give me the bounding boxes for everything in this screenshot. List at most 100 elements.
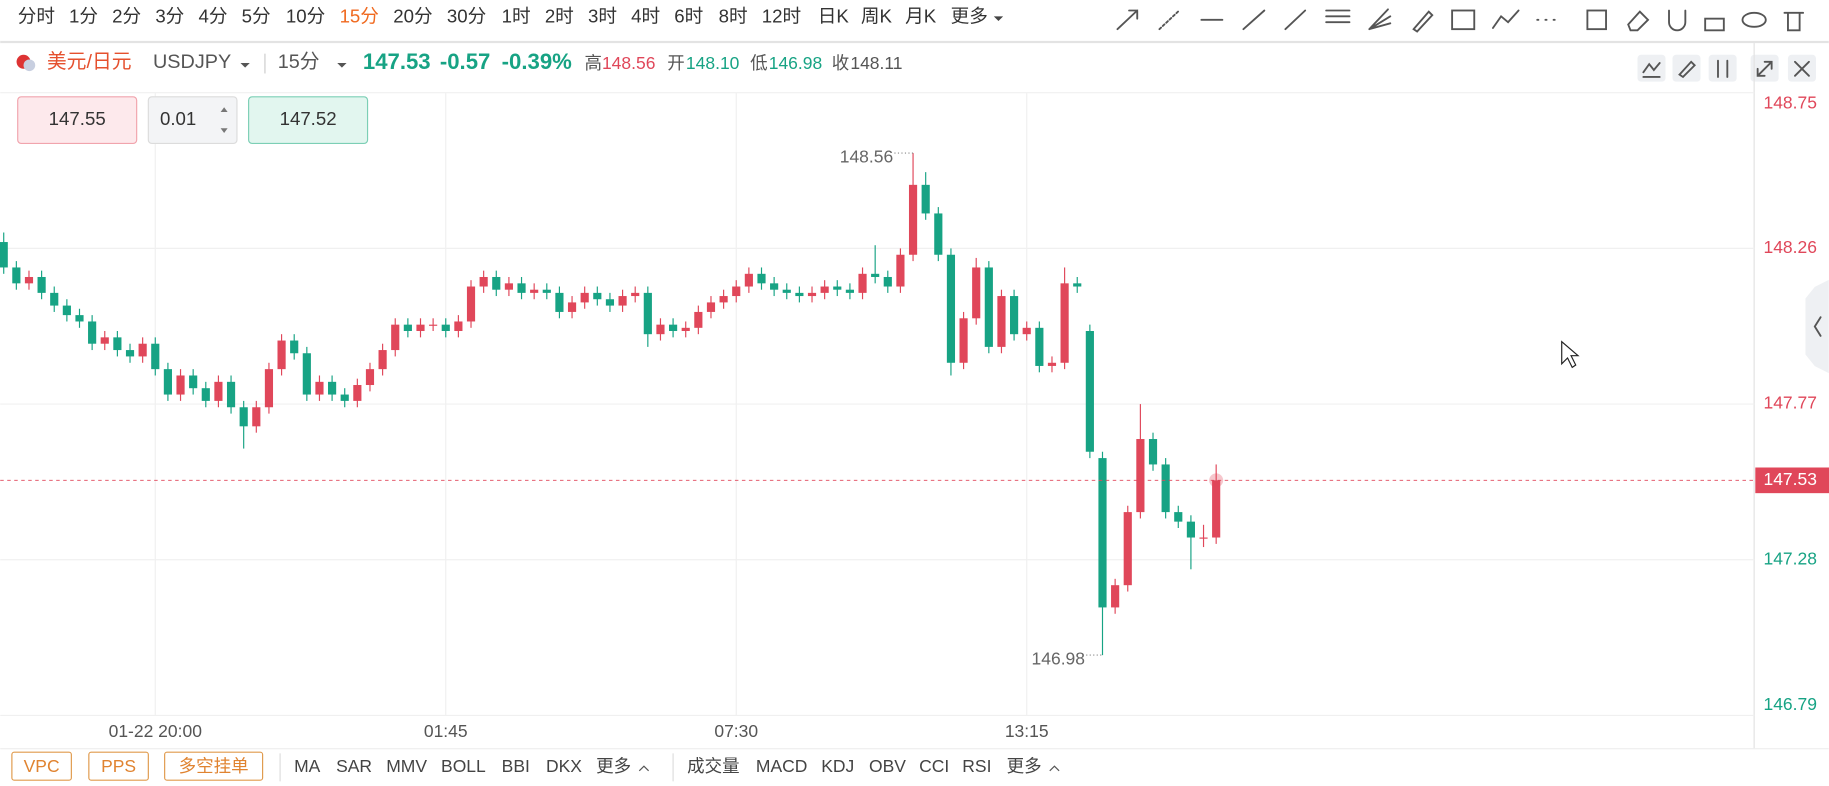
tool-image[interactable] [1451,9,1476,31]
candle-body [252,407,261,427]
timeframe[interactable]: 20分 [393,5,432,26]
sub-indicator[interactable]: RSI [962,756,991,776]
tool-channel[interactable] [1284,9,1307,31]
candle-body [631,292,640,297]
timeframe[interactable]: 15分 [340,5,379,26]
tool-eraser[interactable] [1627,10,1650,32]
candle-body [163,369,172,395]
timeframe[interactable]: 1分 [69,5,98,26]
bid-button[interactable] [248,96,369,145]
icon [1678,60,1696,79]
timeframe[interactable]: 3时 [588,5,617,26]
symbol-code[interactable]: USDJPY [153,51,231,73]
tool-lock[interactable] [1704,17,1725,32]
candle-body [896,254,905,287]
bid-price[interactable]: 147.52 [280,108,337,129]
side-panel-tab[interactable] [1805,279,1829,374]
ask-button[interactable] [17,96,138,145]
candle-body [555,292,564,312]
icon [1717,59,1729,78]
main-indicator[interactable]: BOLL [441,756,486,776]
tool-magnet[interactable] [1668,9,1687,32]
timeframe[interactable]: 6时 [674,5,703,26]
candle-body [1123,512,1132,586]
candle-body [226,381,236,408]
overlay-label[interactable]: VPC [24,756,60,776]
timeframe[interactable]: 30分 [447,5,486,26]
timeframe[interactable]: 2分 [112,5,141,26]
sub-indicator[interactable]: CCI [919,756,949,776]
candle-body [719,296,728,303]
tool-ray[interactable] [1158,9,1181,31]
timeframe[interactable]: 更多 [951,5,988,26]
timeframe[interactable]: 日K [818,5,850,26]
tool-note[interactable] [1586,9,1607,31]
candle-body [75,315,84,322]
candle-body [151,343,160,370]
candle-body [744,273,753,287]
candle-body [0,242,8,268]
main-indicator[interactable]: DKX [546,756,582,776]
y-tick-label: 147.77 [1763,393,1816,413]
main-indicator[interactable]: SAR [336,756,372,776]
candle-body [1098,458,1107,608]
timeframe[interactable]: 2时 [545,5,574,26]
symbol-name[interactable]: 美元/日元 [47,51,132,73]
candle-body [1212,480,1221,538]
tool-wave[interactable] [1491,9,1520,29]
sub-indicator[interactable]: MACD [756,756,807,776]
sub-indicator[interactable]: 成交量 [687,756,739,776]
timeframe[interactable]: 月K [905,5,937,26]
candle-body [302,353,311,395]
overlay-button[interactable] [164,751,264,781]
candle-body [681,327,690,332]
candle-body [643,292,652,335]
candle-body [1060,283,1069,363]
interval[interactable]: 15分 [278,51,320,73]
timeframe[interactable]: 8时 [719,5,748,26]
overlay-label[interactable]: 多空挂单 [179,756,249,776]
lot-input[interactable] [147,96,238,145]
overlay-button[interactable] [11,751,72,781]
tool-delete[interactable] [1783,11,1805,32]
overlay-button[interactable] [88,751,149,781]
open-label: 开 [667,53,685,73]
main-indicator[interactable]: MA [294,756,321,776]
main-indicator[interactable]: 更多 [596,756,631,776]
timeframe[interactable]: 12时 [762,5,801,26]
timeframe[interactable]: 分时 [18,5,55,26]
main-indicator[interactable]: MMV [386,756,427,776]
candle-body [176,375,185,395]
candle-body [795,292,804,297]
lot-size[interactable]: 0.01 [160,108,196,129]
toggle-button[interactable] [1708,54,1737,82]
ask-price[interactable]: 147.55 [49,108,106,129]
candle-body [669,324,678,332]
tool-pen[interactable] [1412,10,1434,33]
tool-fibonacci[interactable] [1325,9,1351,24]
candle-body [1136,439,1145,513]
timeframe[interactable]: 4时 [631,5,660,26]
last-price: 147.53 [363,49,431,74]
timeframe[interactable]: 3分 [155,5,184,26]
candle-body [37,276,46,293]
tool-fan[interactable] [1368,8,1392,31]
candle-body [403,324,412,332]
tool-arrow[interactable] [1116,9,1139,31]
timeframe[interactable]: 5分 [242,5,271,26]
timeframe[interactable]: 4分 [198,5,227,26]
timeframe[interactable]: 周K [861,5,893,26]
candle-body [1047,362,1057,366]
sub-indicator[interactable]: KDJ [821,756,854,776]
sub-indicator[interactable]: 更多 [1007,756,1042,776]
tool-segment[interactable] [1242,9,1266,31]
overlay-label[interactable]: PPS [101,756,136,776]
main-indicator[interactable]: BBI [502,756,530,776]
timeframe[interactable]: 10分 [286,5,325,26]
sub-indicator[interactable]: OBV [869,756,906,776]
candle-body [1199,537,1208,539]
low-label: 低 [750,53,767,73]
candle-body [1085,331,1094,452]
timeframe[interactable]: 1时 [502,5,531,26]
tool-eye[interactable] [1741,11,1767,28]
